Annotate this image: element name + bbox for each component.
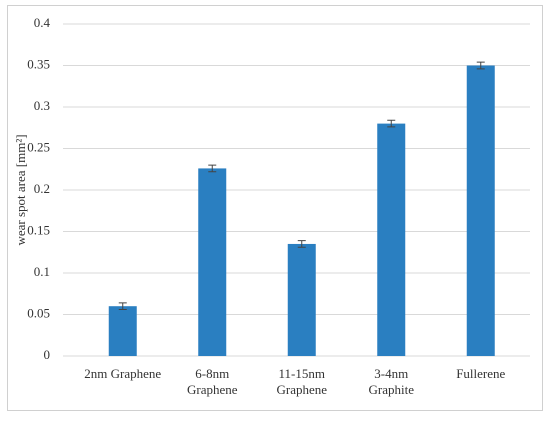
y-tick-label: 0.2 <box>34 181 50 196</box>
error-bar <box>118 302 127 311</box>
error-bar <box>387 119 396 128</box>
x-tick-label: Fullerene <box>456 366 506 381</box>
y-axis-label: wear spot area [mm²] <box>13 134 28 245</box>
bar <box>108 306 137 356</box>
error-bar <box>476 61 485 70</box>
error-bar <box>297 240 306 248</box>
y-tick-label: 0.15 <box>27 222 50 237</box>
bar <box>466 65 495 356</box>
error-bar <box>208 164 217 173</box>
y-tick-label: 0.4 <box>34 15 51 30</box>
chart-border <box>7 5 543 411</box>
y-tick-label: 0.05 <box>27 305 50 320</box>
bar <box>377 123 406 356</box>
y-tick-label: 0 <box>44 347 51 362</box>
y-tick-label: 0.3 <box>34 98 50 113</box>
x-tick-label: 11-15nm Graphene <box>276 366 328 397</box>
x-tick-label: 2nm Graphene <box>84 366 162 381</box>
y-tick-label: 0.35 <box>27 56 50 71</box>
x-tick-label: 6-8nm Graphene <box>186 366 238 397</box>
y-tick-label: 0.25 <box>27 139 50 154</box>
x-tick-label: 3-4nm Graphite <box>368 366 414 397</box>
y-tick-label: 0.1 <box>34 264 50 279</box>
bar <box>287 243 316 356</box>
bar <box>198 168 227 356</box>
